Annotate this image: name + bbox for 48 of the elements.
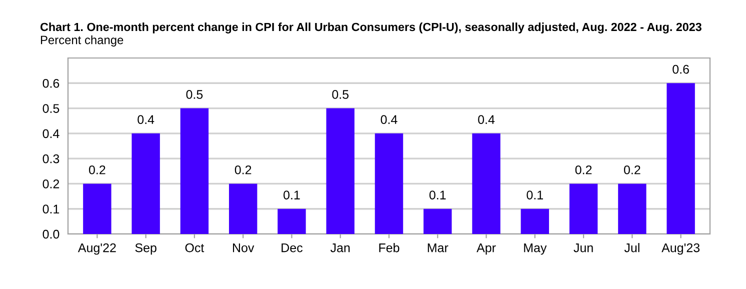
bar (569, 184, 598, 234)
data-label: 0.2 (575, 165, 592, 174)
y-tick-label: 0.2 (42, 180, 60, 188)
x-tick-label: Mar (428, 243, 448, 252)
y-tick-label: 0.1 (42, 204, 60, 214)
x-tick-label: Feb (379, 243, 400, 252)
x-tick-label: May (524, 243, 547, 255)
bar (326, 108, 354, 234)
data-label: 0.5 (186, 90, 203, 99)
data-label: 0.1 (284, 190, 300, 200)
data-label: 0.5 (332, 90, 349, 99)
y-tick-label: 0.4 (42, 129, 60, 138)
data-label: 0.1 (429, 190, 446, 200)
x-tick-label: Jul (624, 243, 640, 252)
x-tick-label: Aug'22 (78, 243, 116, 255)
y-tick-label: 0.0 (42, 230, 60, 239)
x-tick-label: Aug'23 (662, 243, 700, 255)
data-label: 0.2 (624, 165, 640, 174)
bar (424, 208, 452, 234)
bar (83, 184, 112, 234)
x-tick-label: Sep (135, 243, 156, 255)
y-tick-label: 0.5 (42, 104, 60, 113)
bar (472, 133, 500, 234)
x-tick-label: Oct (185, 243, 204, 252)
chart-title: Chart 1. One-month percent change in CPI for All Urban Consumers (CPI-U), seasonally adjusted, Aug. 2022 - Aug. 2023 (40, 22, 702, 34)
data-label: 0.6 (672, 64, 689, 74)
y-tick-label: 0.6 (42, 78, 60, 88)
bar (180, 108, 209, 234)
bar (666, 83, 695, 234)
bar (278, 208, 306, 234)
bar (618, 184, 646, 234)
data-label: 0.1 (526, 190, 543, 200)
x-tick-label: Nov (233, 243, 254, 252)
data-label: 0.4 (380, 115, 398, 124)
bar (374, 133, 404, 234)
bar (228, 184, 258, 234)
data-label: 0.4 (478, 115, 495, 124)
x-tick-label: Jun (574, 243, 593, 252)
data-label: 0.2 (88, 165, 106, 174)
x-tick-label: Apr (476, 243, 496, 255)
y-axis-title: Percent change (40, 35, 124, 47)
y-tick-label: 0.3 (42, 154, 60, 164)
data-label: 0.2 (234, 165, 252, 174)
x-tick-label: Dec (282, 243, 303, 252)
bar (520, 208, 550, 234)
data-label: 0.4 (138, 115, 154, 124)
x-tick-label: Jan (330, 243, 350, 252)
bar (132, 133, 160, 234)
